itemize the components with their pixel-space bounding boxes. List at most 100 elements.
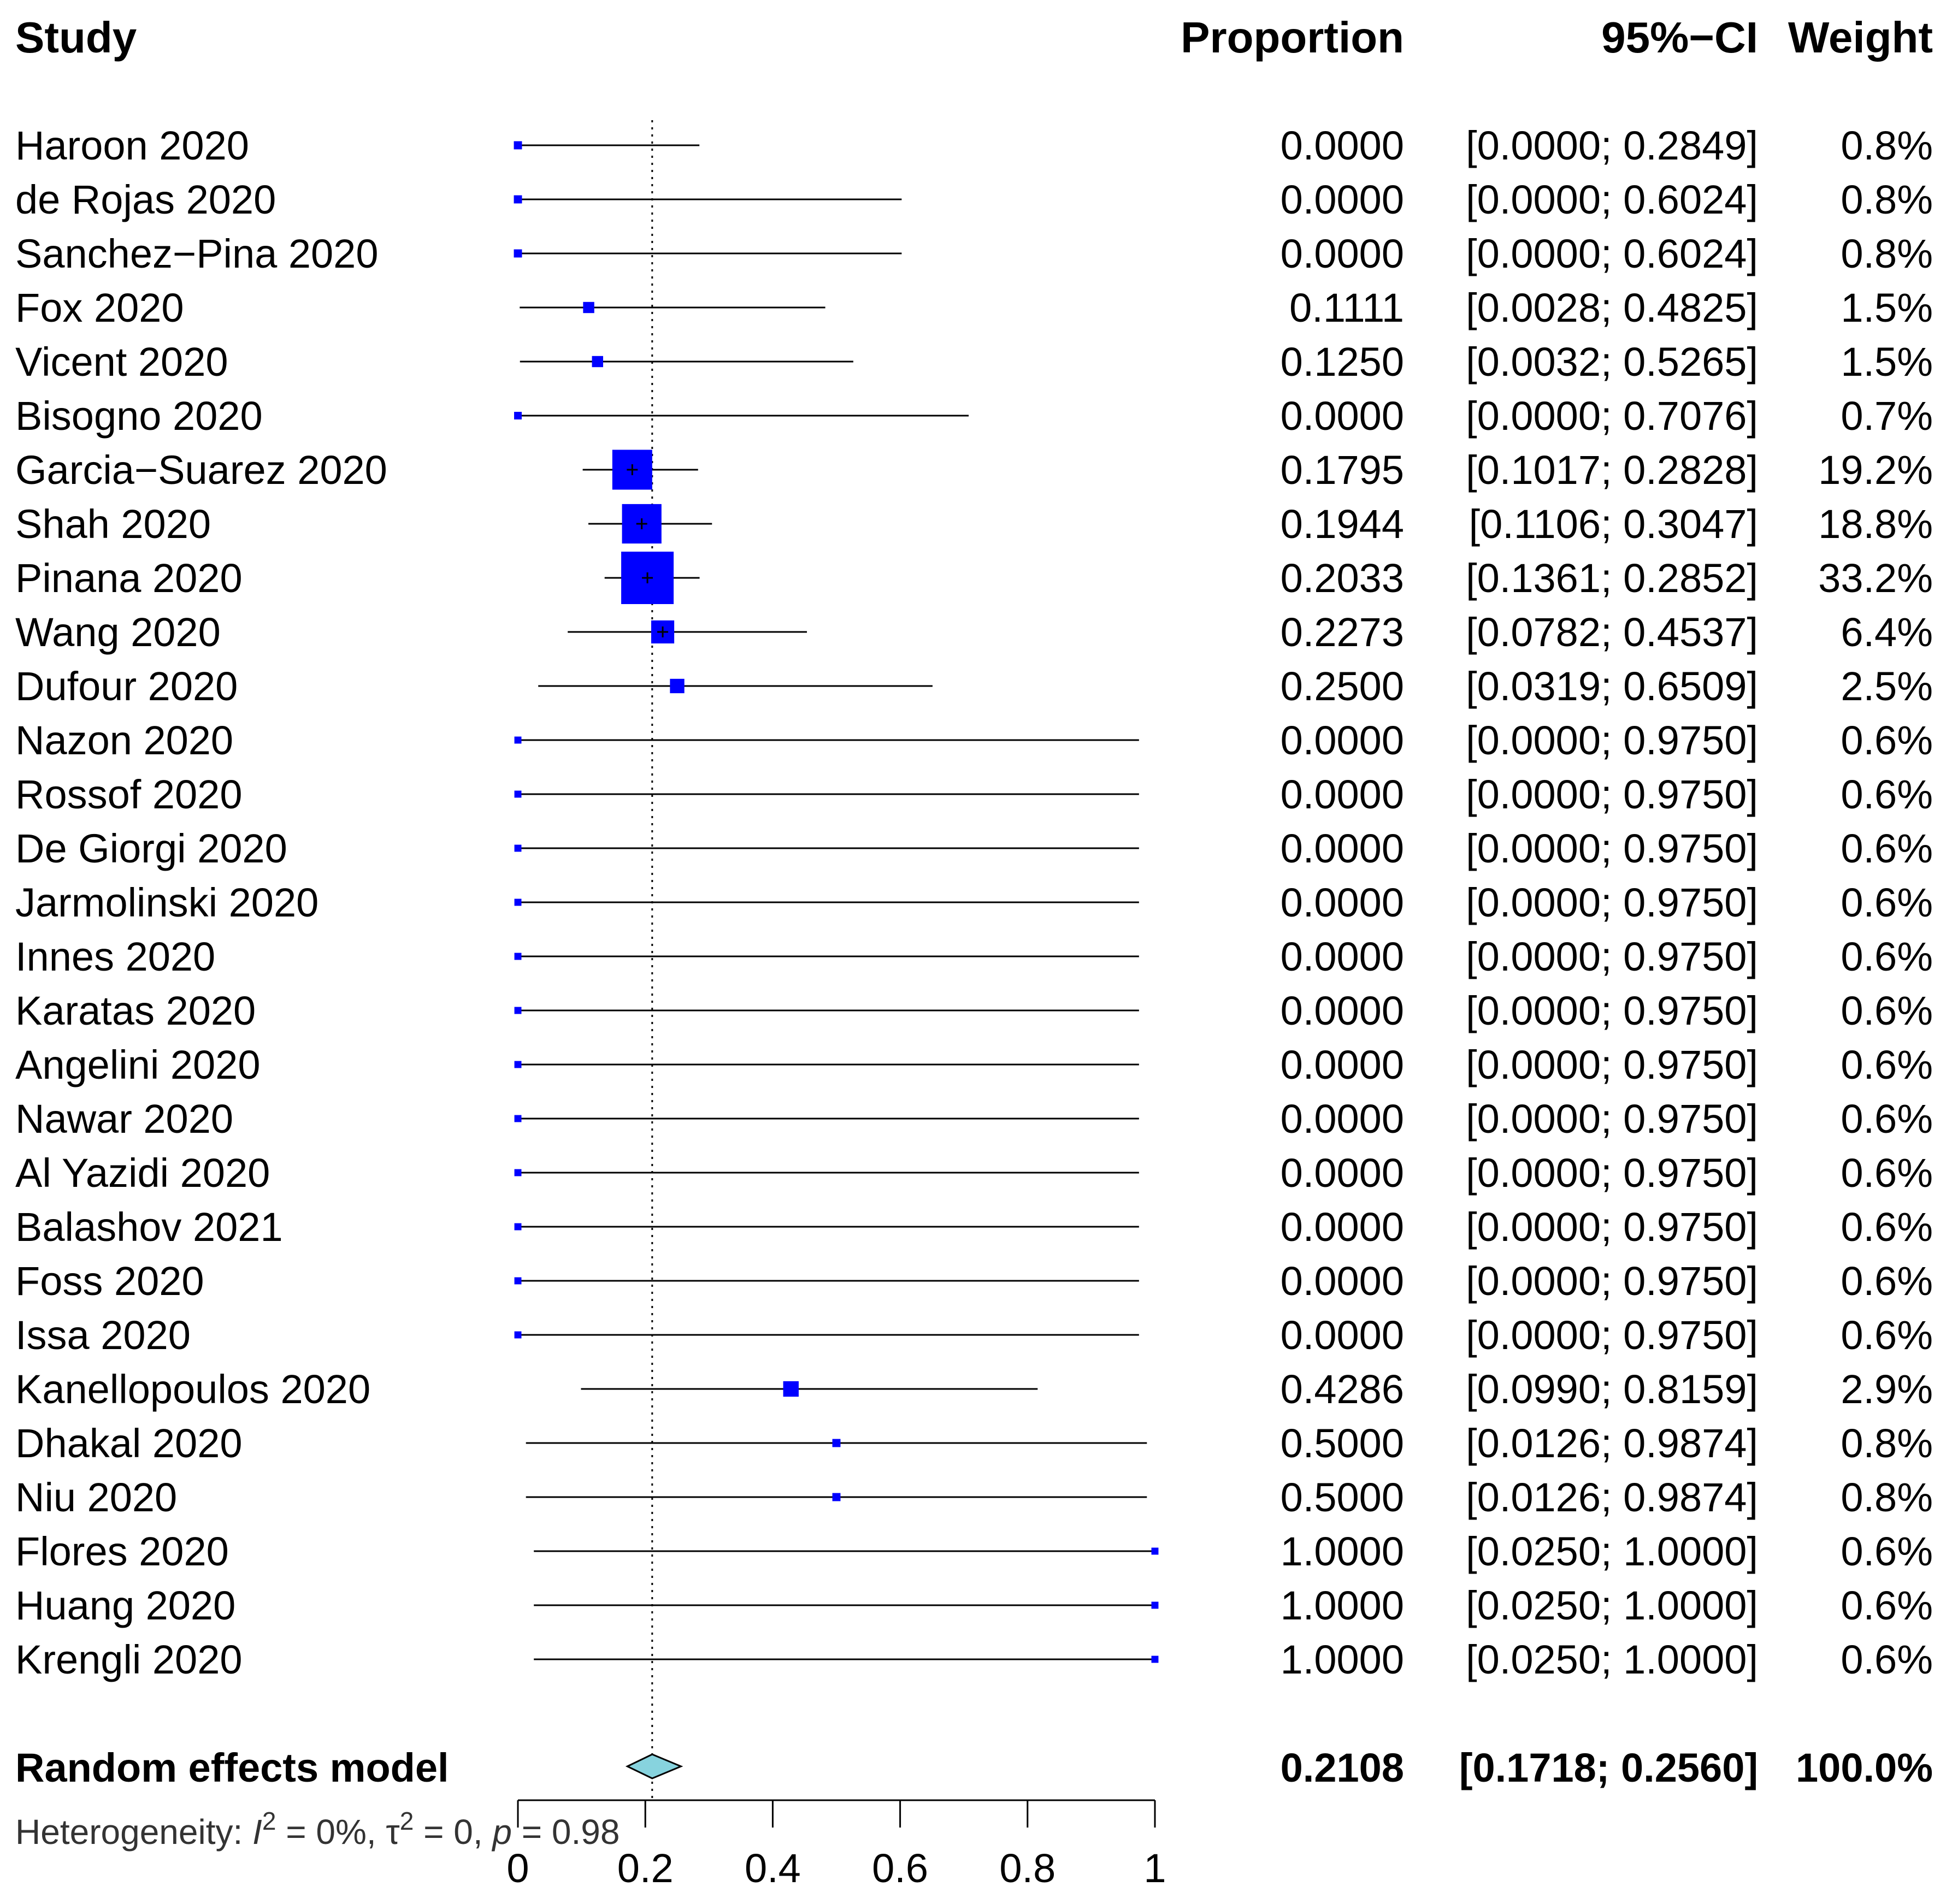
proportion-value: 0.0000 (1281, 1150, 1404, 1196)
study-row: De Giorgi 2020 0.0000 [0.0000; 0.9750] 0.6% (15, 826, 1933, 871)
estimate-square (514, 249, 522, 258)
ci-value: [0.0000; 0.9750] (1466, 718, 1758, 763)
proportion-value: 0.2033 (1281, 555, 1404, 601)
estimate-square (1151, 1547, 1159, 1555)
estimate-square (514, 1277, 522, 1285)
estimate-square (514, 953, 522, 960)
ci-value: [0.0000; 0.9750] (1466, 880, 1758, 925)
study-row: Haroon 2020 0.0000 [0.0000; 0.2849] 0.8% (15, 123, 1933, 168)
weight-value: 0.6% (1841, 880, 1933, 925)
proportion-value: 0.0000 (1281, 772, 1404, 817)
het-i-superscript: 2 (262, 1807, 276, 1835)
weight-value: 0.6% (1841, 826, 1933, 871)
study-label: Nawar 2020 (15, 1096, 233, 1142)
proportion-value: 1.0000 (1281, 1637, 1404, 1682)
proportion-value: 0.0000 (1281, 1258, 1404, 1304)
header-row: Study Proportion 95%−CI Weight (15, 13, 1933, 62)
weight-value: 0.7% (1841, 393, 1933, 439)
proportion-value: 0.5000 (1281, 1421, 1404, 1466)
ci-value: [0.0000; 0.9750] (1466, 1258, 1758, 1304)
weight-value: 18.8% (1818, 501, 1933, 547)
study-label: Balashov 2021 (15, 1204, 283, 1250)
weight-value: 0.6% (1841, 1204, 1933, 1250)
summary-row: Random effects model 0.2108 [0.1718; 0.256… (15, 1745, 1933, 1790)
ci-value: [0.0782; 0.4537] (1466, 610, 1758, 655)
ci-value: [0.0000; 0.9750] (1466, 934, 1758, 979)
heterogeneity-text: Heterogeneity: I2 = 0%, τ2 = 0, p = 0.98 (15, 1807, 620, 1852)
weight-value: 1.5% (1841, 285, 1933, 330)
study-row: Angelini 2020 0.0000 [0.0000; 0.9750] 0.6% (15, 1042, 1933, 1087)
proportion-value: 0.0000 (1281, 934, 1404, 979)
estimate-square (832, 1493, 841, 1501)
ci-value: [0.0000; 0.9750] (1466, 988, 1758, 1033)
ci-value: [0.0028; 0.4825] (1466, 285, 1758, 330)
proportion-value: 0.1944 (1281, 501, 1404, 547)
weight-value: 0.6% (1841, 988, 1933, 1033)
estimate-square (670, 678, 685, 694)
proportion-value: 0.0000 (1281, 1312, 1404, 1358)
weight-value: 0.6% (1841, 1096, 1933, 1142)
weight-value: 0.6% (1841, 1258, 1933, 1304)
proportion-value: 0.5000 (1281, 1475, 1404, 1520)
study-row: Flores 2020 1.0000 [0.0250; 1.0000] 0.6% (15, 1529, 1933, 1574)
study-label: Angelini 2020 (15, 1042, 260, 1087)
study-label: Flores 2020 (15, 1529, 229, 1574)
ci-value: [0.0000; 0.9750] (1466, 772, 1758, 817)
weight-value: 0.6% (1841, 772, 1933, 817)
summary-proportion: 0.2108 (1281, 1745, 1404, 1790)
study-label: Huang 2020 (15, 1583, 235, 1628)
study-row: Shah 2020 0.1944 [0.1106; 0.3047] 18.8% (15, 501, 1933, 547)
header-weight: Weight (1788, 13, 1933, 62)
study-label: Nazon 2020 (15, 718, 233, 763)
weight-value: 0.8% (1841, 1475, 1933, 1520)
weight-value: 0.6% (1841, 1312, 1933, 1358)
study-row: Krengli 2020 1.0000 [0.0250; 1.0000] 0.6% (15, 1637, 1933, 1682)
proportion-value: 0.0000 (1281, 826, 1404, 871)
axis-tick-label: 1 (1143, 1846, 1166, 1891)
weight-value: 0.8% (1841, 1421, 1933, 1466)
summary-label: Random effects model (15, 1745, 449, 1790)
study-label: Pinana 2020 (15, 555, 243, 601)
study-label: Jarmolinski 2020 (15, 880, 319, 925)
study-row: Dhakal 2020 0.5000 [0.0126; 0.9874] 0.8% (15, 1421, 1933, 1466)
weight-value: 0.8% (1841, 123, 1933, 168)
estimate-square (583, 301, 594, 314)
ci-value: [0.0250; 1.0000] (1466, 1529, 1758, 1574)
weight-value: 0.6% (1841, 1150, 1933, 1196)
het-i-symbol: I (252, 1812, 262, 1852)
proportion-value: 0.4286 (1281, 1367, 1404, 1412)
estimate-square (1151, 1601, 1159, 1609)
het-tau-symbol: τ (386, 1812, 399, 1852)
study-label: Sanchez−Pina 2020 (15, 231, 378, 276)
weight-value: 0.6% (1841, 1042, 1933, 1087)
study-row: Balashov 2021 0.0000 [0.0000; 0.9750] 0.6% (15, 1204, 1933, 1250)
study-row: Wang 2020 0.2273 [0.0782; 0.4537] 6.4% (15, 610, 1933, 655)
het-tau-superscript: 2 (400, 1807, 414, 1835)
study-label: Karatas 2020 (15, 988, 256, 1033)
estimate-square (514, 1169, 522, 1176)
weight-value: 0.8% (1841, 231, 1933, 276)
proportion-value: 0.0000 (1281, 718, 1404, 763)
study-row: Karatas 2020 0.0000 [0.0000; 0.9750] 0.6% (15, 988, 1933, 1033)
study-label: Rossof 2020 (15, 772, 243, 817)
header-study: Study (15, 13, 137, 62)
ci-value: [0.0250; 1.0000] (1466, 1583, 1758, 1628)
ci-value: [0.0250; 1.0000] (1466, 1637, 1758, 1682)
ci-value: [0.0000; 0.9750] (1466, 1096, 1758, 1142)
proportion-value: 0.1250 (1281, 339, 1404, 385)
header-ci: 95%−CI (1601, 13, 1758, 62)
header-proportion: Proportion (1181, 13, 1404, 62)
study-row: Vicent 2020 0.1250 [0.0032; 0.5265] 1.5% (15, 339, 1933, 385)
study-label: Issa 2020 (15, 1312, 191, 1358)
proportion-value: 0.0000 (1281, 177, 1404, 222)
ci-value: [0.0000; 0.9750] (1466, 1042, 1758, 1087)
study-row: Niu 2020 0.5000 [0.0126; 0.9874] 0.8% (15, 1475, 1933, 1520)
ci-value: [0.0000; 0.2849] (1466, 123, 1758, 168)
study-label: Al Yazidi 2020 (15, 1150, 270, 1196)
ci-value: [0.1017; 0.2828] (1466, 447, 1758, 493)
ci-value: [0.0000; 0.6024] (1466, 231, 1758, 276)
study-label: Niu 2020 (15, 1475, 177, 1520)
weight-value: 0.8% (1841, 177, 1933, 222)
estimate-square (592, 356, 603, 368)
study-label: Foss 2020 (15, 1258, 204, 1304)
